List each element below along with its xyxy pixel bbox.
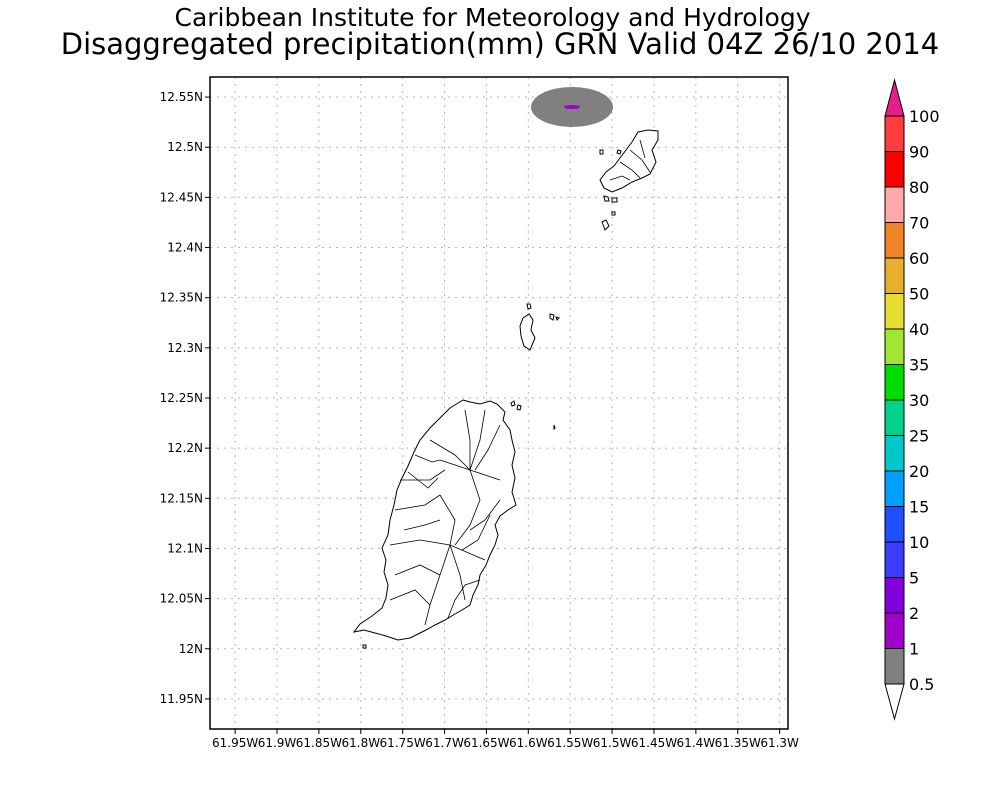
lon-tick-label: 61.55W — [547, 736, 593, 750]
latitude-axis: 12.55N 12.5N 12.45N 12.4N 12.35N 12.3N 12.25N 1… — [160, 90, 210, 706]
lat-tick-label: 12.2N — [167, 441, 203, 455]
carriacou-coastline — [519, 313, 536, 351]
islet — [526, 303, 532, 310]
islet — [611, 211, 616, 216]
lon-tick-label: 61.45W — [631, 736, 677, 750]
colorbar-label: 10 — [909, 533, 929, 552]
lat-tick-label: 12.3N — [167, 341, 203, 355]
grenada-coastline — [352, 399, 517, 641]
lat-tick-label: 12.25N — [160, 391, 203, 405]
longitude-axis: 61.95W 61.9W 61.85W 61.8W 61.75W 61.7W 61.65W 6… — [212, 729, 799, 750]
title-line-1: Caribbean Institute for Meteorology and … — [174, 3, 811, 32]
lon-tick-label: 61.65W — [463, 736, 509, 750]
colorbar-box — [884, 257, 905, 294]
lat-tick-label: 12.35N — [160, 291, 203, 305]
colorbar-label: 80 — [909, 178, 929, 197]
lat-tick-label: 12N — [179, 642, 203, 656]
colorbar-bottom-arrow — [884, 683, 905, 721]
lon-tick-label: 61.4W — [677, 736, 716, 750]
lat-tick-label: 12.5N — [167, 140, 203, 154]
lon-tick-label: 61.9W — [258, 736, 297, 750]
colorbar-label: 30 — [909, 391, 929, 410]
colorbar-box — [884, 612, 905, 649]
lon-tick-label: 61.95W — [212, 736, 258, 750]
colorbar-box — [884, 577, 905, 614]
colorbar-box — [884, 399, 905, 436]
lat-tick-label: 12.15N — [160, 491, 203, 505]
islet — [601, 219, 610, 231]
lat-tick-label: 12.1N — [167, 541, 203, 555]
colorbar-box — [884, 364, 905, 401]
islet — [549, 313, 555, 321]
plot-frame — [209, 76, 789, 730]
colorbar-label: 50 — [909, 285, 929, 304]
colorbar-label: 35 — [909, 356, 929, 375]
colorbar-box — [884, 186, 905, 223]
carriacou-islands — [519, 303, 560, 351]
northern-island-boundaries — [609, 139, 651, 181]
lon-tick-label: 61.5W — [593, 736, 632, 750]
colorbar-box — [884, 506, 905, 543]
islet — [611, 197, 618, 203]
islet — [362, 644, 367, 649]
lon-tick-label: 61.75W — [380, 736, 426, 750]
lat-tick-label: 12.55N — [160, 90, 203, 104]
colorbar-label: 90 — [909, 143, 929, 162]
colorbar-label: 20 — [909, 462, 929, 481]
precip-patch — [531, 87, 613, 127]
colorbar-label: 5 — [909, 569, 919, 588]
lon-tick-label: 61.6W — [509, 736, 548, 750]
precip-area-purple — [564, 105, 580, 109]
lat-tick-label: 12.45N — [160, 190, 203, 204]
lat-tick-label: 12.4N — [167, 241, 203, 255]
lon-tick-label: 61.35W — [715, 736, 761, 750]
lat-tick-label: 12.05N — [160, 592, 203, 606]
lon-tick-label: 61.8W — [341, 736, 380, 750]
lon-tick-label: 61.7W — [425, 736, 464, 750]
lon-tick-label: 61.3W — [760, 736, 799, 750]
northern-island-coastline — [599, 129, 659, 193]
colorbar-label: 40 — [909, 320, 929, 339]
colorbar-box — [884, 151, 905, 188]
colorbar-top-arrow — [884, 78, 905, 117]
islet — [516, 404, 522, 411]
lat-tick-label: 11.95N — [160, 692, 203, 706]
islet — [555, 316, 560, 321]
colorbar-box — [884, 541, 905, 578]
colorbar-box — [884, 470, 905, 507]
colorbar-box — [884, 293, 905, 330]
islet — [603, 195, 610, 202]
colorbar-box — [884, 435, 905, 472]
colorbar-label: 70 — [909, 214, 929, 233]
colorbar-box — [884, 115, 905, 152]
parish-boundaries — [389, 409, 501, 626]
colorbar-box — [884, 648, 905, 685]
colorbar-label: 1 — [909, 640, 919, 659]
colorbar-box — [884, 328, 905, 365]
islet — [599, 149, 604, 155]
islet — [510, 400, 516, 407]
lon-tick-label: 61.85W — [296, 736, 342, 750]
colorbar-label: 25 — [909, 427, 929, 446]
colorbar-label: 100 — [909, 107, 940, 126]
colorbar-label: 60 — [909, 249, 929, 268]
colorbar-label: 2 — [909, 604, 919, 623]
colorbar-label: 15 — [909, 498, 929, 517]
colorbar-label: 0.5 — [909, 675, 934, 694]
grenada-island — [352, 399, 556, 649]
northern-islands — [599, 129, 659, 231]
colorbar-box — [884, 222, 905, 259]
islet — [616, 149, 622, 155]
title-line-2: Disaggregated precipitation(mm) GRN Vali… — [60, 27, 940, 61]
grid-lines — [210, 77, 788, 729]
islet — [553, 424, 556, 431]
